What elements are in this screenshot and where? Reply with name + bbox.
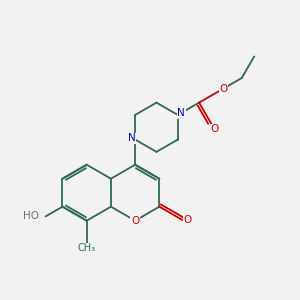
Text: O: O <box>131 216 139 226</box>
Text: O: O <box>210 124 218 134</box>
Text: CH₃: CH₃ <box>78 243 96 253</box>
Text: N: N <box>177 109 185 118</box>
Text: O: O <box>219 83 228 94</box>
Text: N: N <box>128 133 136 143</box>
Text: O: O <box>184 215 192 225</box>
Text: HO: HO <box>23 212 39 221</box>
